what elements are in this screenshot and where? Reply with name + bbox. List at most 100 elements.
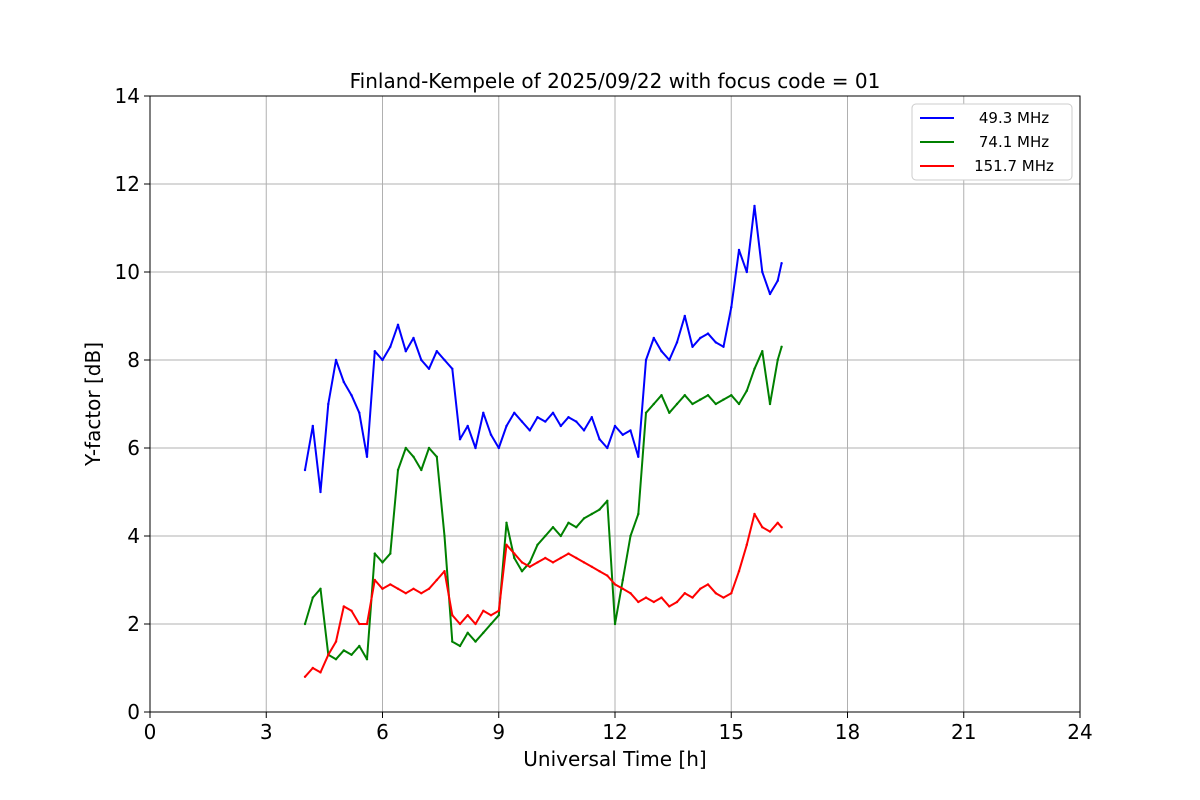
data-point [389, 345, 392, 348]
data-point [575, 556, 578, 560]
data-point [458, 622, 462, 626]
data-point [505, 543, 508, 546]
data-point [303, 675, 307, 678]
data-point [505, 424, 508, 428]
data-point [567, 521, 570, 524]
data-point [311, 666, 314, 670]
data-point [582, 517, 586, 520]
data-point [675, 402, 679, 406]
data-point [780, 526, 783, 529]
x-tick-label: 9 [492, 720, 505, 744]
data-point [737, 570, 741, 573]
data-point [699, 398, 702, 401]
data-point [327, 653, 330, 656]
data-point [559, 534, 562, 538]
data-point [466, 424, 469, 428]
data-point [505, 521, 508, 524]
data-point [598, 438, 601, 441]
legend: 49.3 MHz 74.1 MHz 151.7 MHz [911, 103, 1073, 181]
data-point [396, 587, 400, 590]
data-point [660, 596, 663, 599]
data-point [629, 429, 632, 432]
data-point [691, 402, 694, 406]
data-point [675, 341, 679, 344]
legend-label-2: 151.7 MHz [974, 157, 1054, 175]
x-axis-label: Universal Time [h] [523, 747, 706, 771]
y-tick-label: 4 [127, 524, 140, 548]
data-point [660, 394, 663, 397]
x-tick-label: 18 [835, 720, 860, 744]
data-point [420, 592, 423, 595]
data-point [358, 411, 361, 414]
data-point [776, 279, 779, 282]
data-point [350, 653, 353, 656]
data-point [358, 622, 361, 626]
data-point [474, 446, 477, 450]
data-point [722, 398, 725, 401]
data-point [753, 204, 756, 208]
data-point [613, 583, 617, 586]
data-point [559, 556, 562, 560]
data-point [714, 341, 717, 344]
data-point [334, 358, 338, 362]
data-point [482, 631, 485, 634]
y-tick-label: 14 [115, 84, 140, 108]
legend-label-0: 49.3 MHz [979, 109, 1049, 127]
data-point [590, 416, 593, 419]
data-point [730, 394, 733, 397]
data-point [381, 561, 384, 564]
data-point [427, 367, 431, 370]
data-point [520, 561, 524, 564]
data-point [404, 446, 407, 450]
data-point [497, 609, 500, 612]
data-point [722, 596, 725, 599]
data-point [373, 350, 376, 353]
data-point [753, 367, 756, 370]
y-axis-label: Y-factor [dB] [81, 342, 105, 467]
data-point [427, 587, 431, 590]
data-point [381, 587, 384, 590]
data-point [613, 424, 617, 428]
data-point [528, 561, 531, 564]
data-point [458, 438, 462, 441]
data-point [358, 644, 361, 648]
data-point [342, 649, 345, 652]
data-point [319, 671, 322, 674]
data-point [373, 552, 376, 555]
data-point [443, 534, 446, 538]
data-point [350, 609, 353, 612]
data-point [327, 402, 330, 406]
data-point [780, 345, 783, 348]
data-point [420, 468, 423, 472]
data-point [551, 526, 555, 529]
data-point [567, 552, 570, 555]
y-tick-label: 2 [127, 612, 140, 636]
x-tick-label: 0 [144, 720, 157, 744]
data-point [567, 416, 570, 419]
x-tick-label: 15 [719, 720, 744, 744]
data-point [652, 336, 655, 340]
data-point [451, 640, 454, 643]
data-point [582, 561, 586, 564]
x-tick-label: 3 [260, 720, 273, 744]
data-point [412, 587, 415, 590]
data-point [319, 587, 322, 590]
data-point [551, 561, 555, 564]
data-point [412, 336, 415, 340]
y-tick-label: 10 [115, 260, 140, 284]
data-point [644, 411, 648, 414]
data-point [706, 583, 710, 586]
data-point [443, 570, 446, 573]
data-point [637, 455, 640, 458]
data-point [389, 583, 392, 586]
data-point [404, 592, 407, 595]
data-point [621, 578, 624, 582]
y-tick-label: 8 [127, 348, 140, 372]
legend-box [911, 103, 1073, 181]
data-point [761, 350, 764, 353]
x-tick-label: 24 [1067, 720, 1092, 744]
data-point [435, 455, 438, 458]
data-point [683, 394, 686, 397]
data-point [730, 592, 733, 595]
